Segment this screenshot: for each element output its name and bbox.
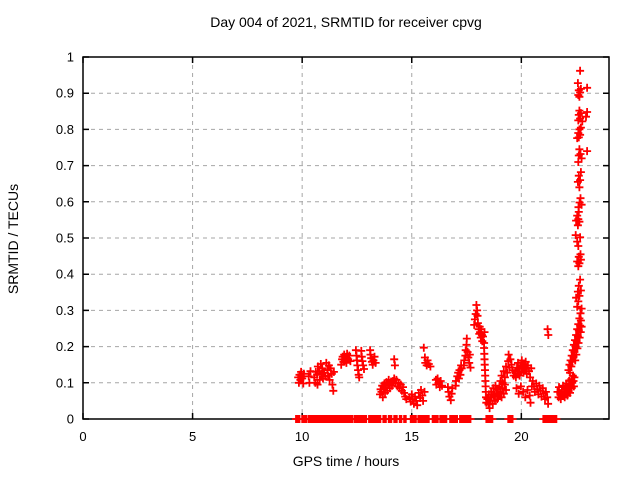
y-axis-label: SRMTID / TECUs — [5, 183, 21, 295]
y-tick-label: 0 — [67, 412, 74, 427]
y-tick-label: 0.4 — [56, 267, 74, 282]
x-tick-label: 20 — [514, 429, 528, 444]
gridlines — [83, 57, 609, 419]
x-tick-label: 0 — [79, 429, 86, 444]
y-tick-label: 0.6 — [56, 194, 74, 209]
x-tick-label: 15 — [405, 429, 419, 444]
y-tick-label: 0.8 — [56, 122, 74, 137]
y-tick-label: 0.5 — [56, 231, 74, 246]
data-points — [292, 66, 592, 423]
x-axis-label: GPS time / hours — [292, 453, 400, 469]
y-tick-label: 0.3 — [56, 303, 74, 318]
axis-ticks — [82, 56, 609, 420]
y-tick-label: 0.9 — [56, 86, 74, 101]
y-tick-label: 0.2 — [56, 339, 74, 354]
x-tick-label: 10 — [295, 429, 309, 444]
y-tick-label: 0.7 — [56, 158, 74, 173]
x-tick-label: 5 — [189, 429, 196, 444]
y-tick-label: 0.1 — [56, 375, 74, 390]
y-tick-label: 1 — [67, 50, 74, 65]
chart-title: Day 004 of 2021, SRMTID for receiver cpv… — [210, 14, 482, 30]
